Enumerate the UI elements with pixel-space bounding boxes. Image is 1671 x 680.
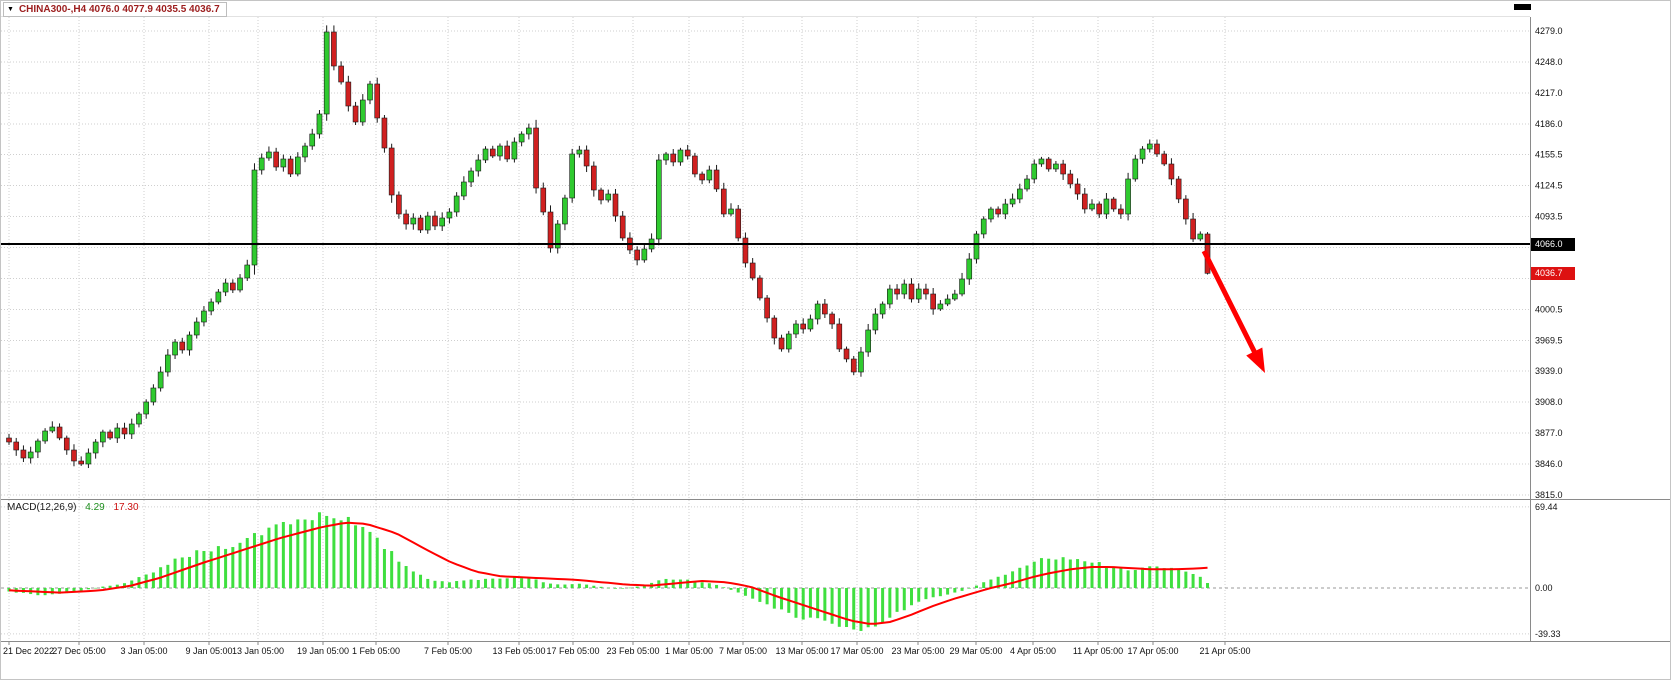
symbol-info-box[interactable]: ▼ CHINA300-,H4 4076.0 4077.9 4035.5 4036…	[3, 2, 227, 17]
bid-price-tag: 4036.7	[1531, 266, 1575, 280]
svg-text:13 Jan 05:00: 13 Jan 05:00	[232, 646, 284, 656]
svg-text:1 Mar 05:00: 1 Mar 05:00	[665, 646, 713, 656]
macd-name: MACD(12,26,9)	[7, 502, 77, 513]
dropdown-arrow-icon[interactable]: ▼	[7, 5, 14, 13]
price-axis[interactable]	[1530, 17, 1670, 641]
svg-text:0.00: 0.00	[1535, 583, 1553, 593]
svg-text:-39.33: -39.33	[1535, 629, 1561, 639]
svg-text:4155.5: 4155.5	[1535, 150, 1563, 160]
svg-text:69.44: 69.44	[1535, 502, 1558, 512]
svg-text:1 Feb 05:00: 1 Feb 05:00	[352, 646, 400, 656]
svg-text:3877.0: 3877.0	[1535, 428, 1563, 438]
svg-text:4279.0: 4279.0	[1535, 26, 1563, 36]
svg-text:7 Mar 05:00: 7 Mar 05:00	[719, 646, 767, 656]
svg-text:29 Mar 05:00: 29 Mar 05:00	[949, 646, 1002, 656]
symbol-ohlc-label: CHINA300-,H4 4076.0 4077.9 4035.5 4036.7	[18, 3, 220, 15]
svg-text:17 Feb 05:00: 17 Feb 05:00	[546, 646, 599, 656]
svg-text:19 Jan 05:00: 19 Jan 05:00	[297, 646, 349, 656]
hline-price-tag: 4066.0	[1531, 237, 1575, 251]
svg-text:4217.0: 4217.0	[1535, 88, 1563, 98]
svg-text:27 Dec 05:00: 27 Dec 05:00	[52, 646, 106, 656]
svg-text:4 Apr 05:00: 4 Apr 05:00	[1010, 646, 1056, 656]
macd-signal-value: 17.30	[113, 502, 139, 513]
macd-indicator-label: MACD(12,26,9) 4.29 17.30	[7, 502, 139, 513]
svg-text:17 Apr 05:00: 17 Apr 05:00	[1127, 646, 1178, 656]
svg-text:11 Apr 05:00: 11 Apr 05:00	[1073, 646, 1123, 656]
svg-text:21 Apr 05:00: 21 Apr 05:00	[1199, 646, 1250, 656]
svg-text:4000.5: 4000.5	[1535, 305, 1563, 315]
macd-main-value: 4.29	[85, 502, 105, 513]
svg-text:4248.0: 4248.0	[1535, 57, 1563, 67]
svg-text:21 Dec 2022: 21 Dec 2022	[3, 646, 54, 656]
svg-text:3815.0: 3815.0	[1535, 490, 1563, 500]
svg-text:3939.0: 3939.0	[1535, 366, 1563, 376]
svg-text:3908.0: 3908.0	[1535, 397, 1563, 407]
trend-arrow-annotation[interactable]	[1201, 249, 1260, 359]
svg-text:17 Mar 05:00: 17 Mar 05:00	[830, 646, 883, 656]
chart-scrollbar-thumb[interactable]	[1514, 4, 1531, 10]
trend-arrow-head[interactable]	[1246, 347, 1265, 373]
svg-text:13 Feb 05:00: 13 Feb 05:00	[492, 646, 545, 656]
svg-text:7 Feb 05:00: 7 Feb 05:00	[424, 646, 472, 656]
svg-text:3969.5: 3969.5	[1535, 336, 1563, 346]
svg-text:13 Mar 05:00: 13 Mar 05:00	[775, 646, 828, 656]
svg-text:3846.0: 3846.0	[1535, 459, 1563, 469]
svg-text:23 Feb 05:00: 23 Feb 05:00	[606, 646, 659, 656]
svg-text:9 Jan 05:00: 9 Jan 05:00	[185, 646, 232, 656]
time-axis[interactable]	[1, 641, 1530, 659]
svg-text:4124.5: 4124.5	[1535, 181, 1563, 191]
svg-text:3 Jan 05:00: 3 Jan 05:00	[120, 646, 167, 656]
svg-text:4186.0: 4186.0	[1535, 119, 1563, 129]
svg-text:4093.5: 4093.5	[1535, 212, 1563, 222]
svg-text:23 Mar 05:00: 23 Mar 05:00	[891, 646, 944, 656]
